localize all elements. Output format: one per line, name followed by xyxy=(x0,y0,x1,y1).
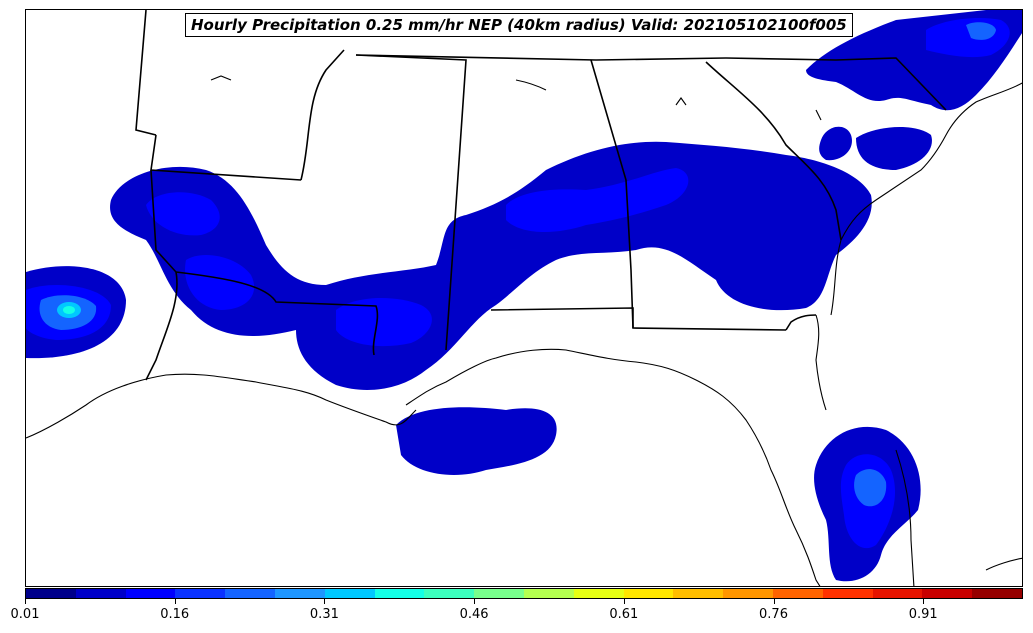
colorbar-segment xyxy=(175,589,226,598)
colorbar-tick-label: 0.01 xyxy=(10,607,40,622)
colorbar-tick xyxy=(773,599,775,604)
colorbar-segment xyxy=(424,589,475,598)
colorbar-tick-label: 0.16 xyxy=(160,607,190,622)
colorbar-segment xyxy=(573,589,624,598)
colorbar-segment xyxy=(26,589,76,598)
colorbar-segment xyxy=(822,589,873,598)
colorbar-segment xyxy=(723,589,773,598)
map-title: Hourly Precipitation 0.25 mm/hr NEP (40k… xyxy=(185,13,853,37)
colorbar-segment xyxy=(125,589,176,598)
coastline xyxy=(26,75,1022,586)
colorbar-segment xyxy=(75,589,126,598)
colorbar-segment xyxy=(523,589,574,598)
colorbar-tick-label: 0.76 xyxy=(759,607,788,622)
map-panel xyxy=(25,9,1023,587)
colorbar-segment xyxy=(772,589,823,598)
colorbar-tick-label: 0.31 xyxy=(309,607,339,622)
colorbar-segment xyxy=(623,589,674,598)
state-borders xyxy=(135,10,947,381)
colorbar-segment xyxy=(324,589,375,598)
colorbar-segment xyxy=(972,589,1022,598)
colorbar-tick xyxy=(25,599,26,604)
colorbar-segment xyxy=(673,589,724,598)
colorbar-segment xyxy=(225,589,275,598)
colorbar-segment xyxy=(274,589,325,598)
colorbar-tick xyxy=(623,599,625,604)
colorbar-tick-label: 0.46 xyxy=(459,607,489,622)
colorbar-segment xyxy=(922,589,973,598)
precip-layer-mid xyxy=(26,18,1010,549)
colorbar-tick-label: 0.91 xyxy=(908,607,938,622)
colorbar xyxy=(25,588,1023,599)
colorbar-tick xyxy=(923,599,925,604)
colorbar-tick-label: 0.61 xyxy=(609,607,639,622)
precip-peak-core xyxy=(63,306,75,314)
colorbar-segment xyxy=(374,589,425,598)
colorbar-segment xyxy=(872,589,923,598)
colorbar-tick xyxy=(174,599,176,604)
colorbar-tick xyxy=(324,599,326,604)
colorbar-tick xyxy=(474,599,476,604)
map-canvas xyxy=(26,10,1022,586)
colorbar-segment xyxy=(474,589,524,598)
